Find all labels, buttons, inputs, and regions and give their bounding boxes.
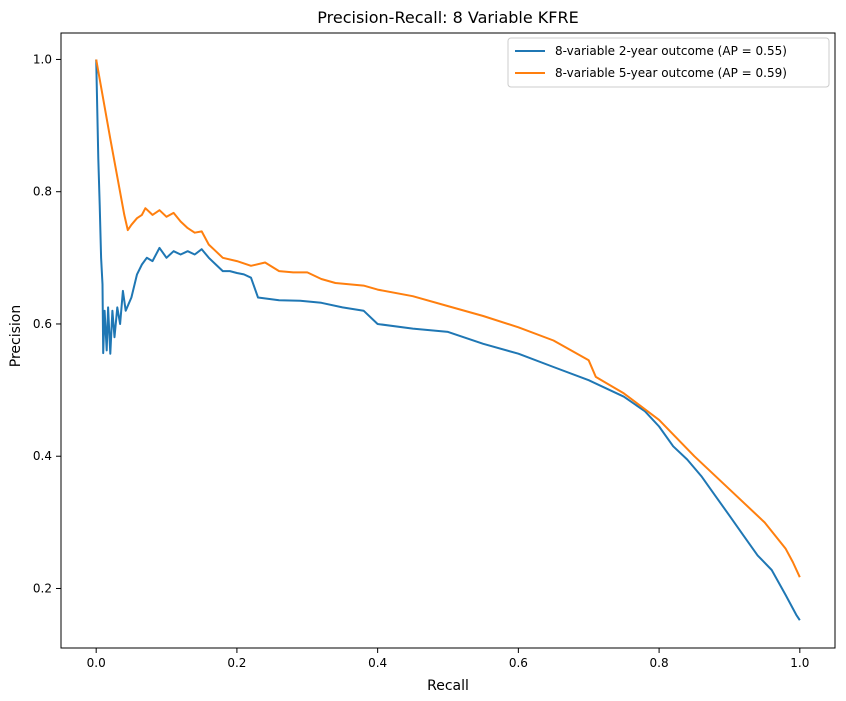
plot-lines — [95, 59, 801, 621]
y-tick-label: 0.4 — [33, 449, 52, 463]
y-axis: 0.2 0.4 0.6 0.8 1.0 — [33, 52, 61, 595]
series-line-1 — [95, 59, 801, 621]
y-tick-label: 0.6 — [33, 317, 52, 331]
x-tick-label: 0.2 — [227, 656, 246, 670]
y-tick-label: 0.2 — [33, 581, 52, 595]
x-tick-label: 0.8 — [650, 656, 669, 670]
axes-frame — [60, 32, 836, 649]
y-tick-label: 1.0 — [33, 52, 52, 66]
y-axis-label: Precision — [8, 305, 24, 367]
legend-label-2: 8-variable 5-year outcome (AP = 0.59) — [555, 66, 787, 80]
x-tick-label: 0.6 — [509, 656, 528, 670]
legend-label-1: 8-variable 2-year outcome (AP = 0.55) — [555, 44, 787, 58]
x-axis-label: Recall — [427, 678, 469, 694]
legend-box — [507, 37, 830, 88]
series-line-2 — [95, 59, 801, 578]
x-tick-label: 0.0 — [87, 656, 106, 670]
x-tick-label: 1.0 — [790, 656, 809, 670]
x-tick-label: 0.4 — [368, 656, 387, 670]
legend: 8-variable 2-year outcome (AP = 0.55) 8-v… — [507, 37, 830, 88]
x-axis: 0.0 0.2 0.4 0.6 0.8 1.0 — [87, 648, 809, 670]
chart-title: Precision-Recall: 8 Variable KFRE — [317, 8, 578, 27]
y-tick-label: 0.8 — [33, 185, 52, 199]
